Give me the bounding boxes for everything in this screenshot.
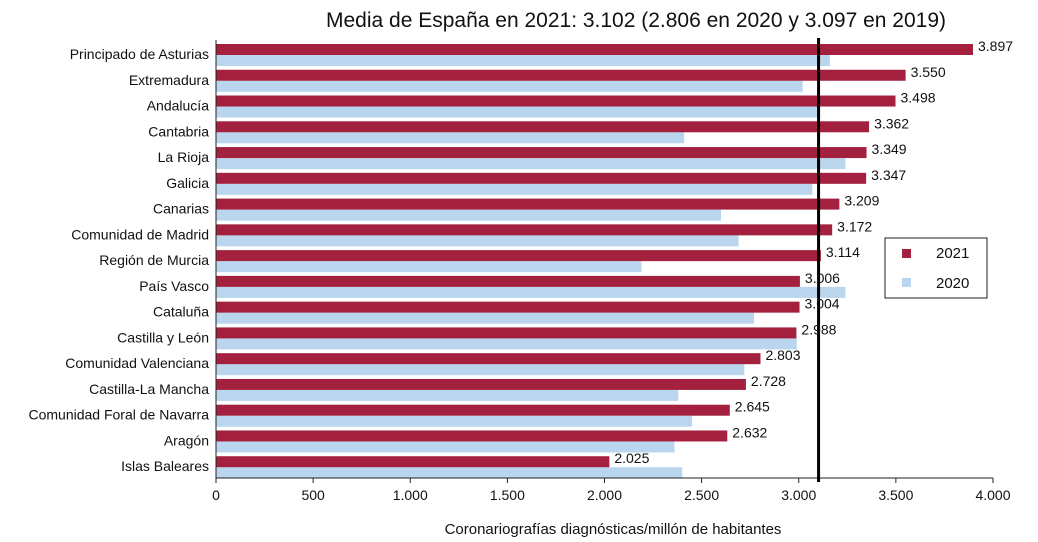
x-tick-label: 2.500: [684, 487, 719, 503]
category-label: Cataluña: [153, 304, 209, 320]
bar-2020: [216, 286, 846, 298]
bar-2020: [216, 415, 692, 427]
category-label: Comunidad Foral de Navarra: [28, 407, 209, 423]
category-label: Castilla y León: [117, 329, 209, 345]
bar-2020: [216, 80, 803, 92]
bar-2021: [216, 198, 840, 210]
bar-2020: [216, 132, 685, 144]
bar-2020: [216, 106, 821, 118]
data-label-2021: 3.498: [900, 90, 935, 106]
legend-label-2021: 2021: [936, 245, 969, 262]
bar-2020: [216, 235, 739, 247]
bar-2020: [216, 312, 755, 324]
data-label-2021: 3.114: [826, 244, 860, 260]
x-tick-label: 4.000: [975, 487, 1010, 503]
bar-2021: [216, 121, 870, 133]
data-label-2021: 3.362: [874, 115, 909, 131]
category-label: Comunidad de Madrid: [71, 226, 209, 242]
data-label-2021: 2.025: [614, 450, 649, 466]
legend-label-2020: 2020: [936, 275, 969, 292]
bar-2021: [216, 404, 730, 416]
bar-2020: [216, 209, 722, 221]
bar-2020: [216, 389, 679, 401]
legend-box: [884, 237, 988, 299]
data-label-2021: 2.803: [765, 347, 800, 363]
bar-2021: [216, 224, 833, 236]
data-label-2021: 3.209: [844, 193, 879, 209]
data-label-2021: 3.172: [837, 218, 872, 234]
category-label: Extremadura: [129, 72, 209, 88]
bar-2020: [216, 158, 846, 170]
legend: 2021 2020: [884, 237, 988, 299]
x-tick-label: 1.500: [490, 487, 525, 503]
x-axis: 0 500 1.000 1.500 2.000 2.500 3.000 3.500 4.000: [212, 38, 1011, 503]
category-label: País Vasco: [139, 278, 209, 294]
category-label: La Rioja: [158, 149, 210, 165]
data-label-2021: 3.006: [805, 270, 840, 286]
data-label-2021: 3.897: [978, 38, 1013, 54]
chart-title: Media de España en 2021: 3.102 (2.806 en…: [326, 9, 946, 32]
bar-2020: [216, 55, 830, 66]
bar-2021: [216, 44, 973, 55]
bar-2021: [216, 250, 821, 262]
bar-2020: [216, 441, 675, 453]
data-label-2021: 3.349: [872, 141, 907, 157]
category-label: Islas Baleares: [121, 458, 209, 474]
bar-2021: [216, 456, 610, 468]
bar-2021: [216, 301, 800, 313]
category-label: Comunidad Valenciana: [65, 355, 209, 371]
x-tick-label: 0: [212, 487, 220, 503]
category-label: Andalucía: [147, 98, 209, 114]
data-labels: 3.897 3.550 3.498 3.362 3.349 3.347 3.209 3.172…: [614, 38, 1013, 466]
x-tick-label: 1.000: [393, 487, 428, 503]
category-label: Aragón: [164, 432, 209, 448]
bar-2020: [216, 183, 813, 195]
bar-2021: [216, 95, 896, 107]
bar-2020: [216, 338, 797, 350]
category-label: Galicia: [166, 175, 209, 191]
bar-2021: [216, 353, 761, 365]
bar-2020: [216, 467, 683, 479]
category-label: Región de Murcia: [99, 252, 209, 268]
data-label-2021: 3.004: [805, 296, 840, 312]
x-tick-label: 3.500: [878, 487, 913, 503]
bars-group: [216, 44, 973, 479]
data-label-2021: 2.728: [751, 373, 786, 389]
category-label: Principado de Asturias: [70, 46, 209, 62]
bar-2021: [216, 172, 867, 184]
x-tick-label: 2.000: [587, 487, 622, 503]
bar-2021: [216, 378, 746, 390]
bar-2021: [216, 327, 797, 339]
x-tick-label: 3.000: [781, 487, 816, 503]
x-tick-label: 500: [301, 487, 325, 503]
bar-2021: [216, 69, 906, 81]
category-labels: Principado de Asturias Extremadura Andaluc…: [28, 46, 209, 474]
category-label: Canarias: [153, 201, 209, 217]
category-label: Cantabria: [148, 123, 209, 139]
bar-2020: [216, 261, 642, 273]
legend-swatch-2020: [902, 278, 911, 287]
bar-2021: [216, 275, 800, 287]
legend-swatch-2021: [902, 249, 911, 258]
data-label-2021: 2.632: [732, 424, 767, 440]
data-label-2021: 2.988: [801, 321, 836, 337]
data-label-2021: 2.645: [735, 399, 770, 415]
bar-2021: [216, 147, 867, 159]
data-label-2021: 3.347: [871, 167, 906, 183]
bar-2021: [216, 430, 728, 442]
x-axis-label: Coronariografías diagnósticas/millón de …: [445, 521, 782, 538]
bar-2020: [216, 364, 745, 376]
data-label-2021: 3.550: [911, 64, 946, 80]
category-label: Castilla-La Mancha: [89, 381, 209, 397]
